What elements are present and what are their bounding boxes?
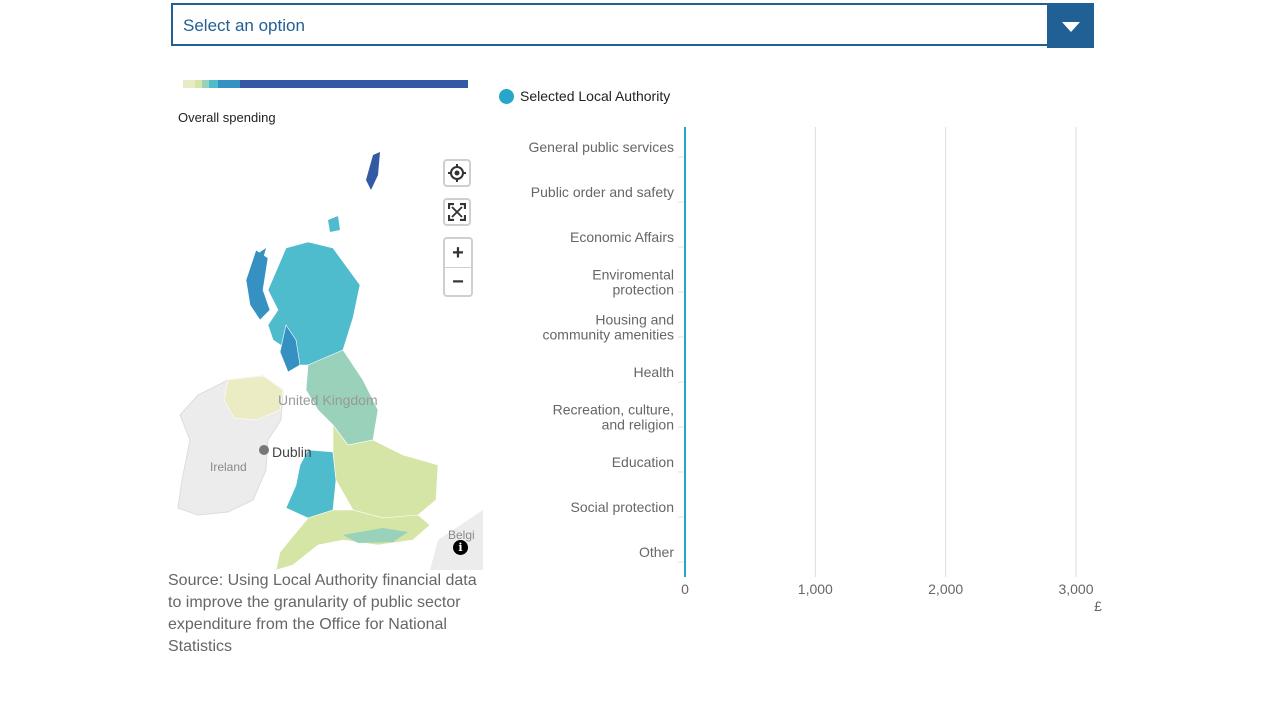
scale-swatch-5 [240, 80, 468, 88]
scotland-west [245, 249, 271, 321]
map-label-ireland: Ireland [210, 460, 247, 474]
midlands-east [332, 424, 439, 519]
fullscreen-icon[interactable] [443, 198, 471, 226]
scale-swatch-3 [209, 80, 218, 88]
outer-isles [250, 248, 266, 280]
category-label: Economic Affairs [570, 229, 674, 245]
scale-title: Overall spending [178, 110, 276, 125]
category-label: Social protection [570, 499, 674, 515]
dublin-marker [259, 445, 269, 455]
x-axis-label: £ [1094, 598, 1102, 614]
shetland [366, 152, 380, 190]
select-placeholder: Select an option [183, 16, 305, 35]
argyll [279, 324, 301, 373]
zoom-divider [445, 267, 471, 268]
zoom-control: + − [443, 237, 473, 297]
scale-swatch-4 [218, 80, 240, 88]
info-icon[interactable]: i [453, 540, 468, 555]
legend-label: Selected Local Authority [520, 88, 671, 104]
map-label-uk: United Kingdom [278, 392, 378, 408]
category-label: General public services [528, 139, 674, 155]
scale-swatch-2 [202, 80, 209, 88]
category-label: Health [634, 364, 674, 380]
locate-icon[interactable] [443, 159, 471, 187]
zoom-out-button[interactable]: − [452, 270, 464, 293]
category-label: and religion [602, 417, 674, 433]
source-note: Source: Using Local Authority financial … [168, 572, 477, 655]
x-tick-label: 2,000 [928, 581, 963, 597]
category-label: Education [612, 454, 674, 470]
scale-swatch-1 [195, 80, 202, 88]
x-tick-label: 0 [681, 581, 689, 597]
orkney [328, 216, 340, 232]
uk-map[interactable]: + − United Kingdom Dublin Ireland Belgi … [168, 140, 483, 570]
authority-select[interactable]: Select an option [171, 3, 1094, 48]
chart-legend: Selected Local Authority [499, 88, 670, 104]
northern-ireland [223, 375, 284, 421]
chevron-down-icon[interactable] [1047, 3, 1094, 48]
color-scale [183, 80, 468, 88]
category-label: Public order and safety [531, 184, 674, 200]
x-tick-label: 3,000 [1058, 581, 1093, 597]
category-label: Other [639, 544, 674, 560]
legend-swatch [499, 88, 514, 104]
category-label: Recreation, culture, [553, 402, 674, 418]
category-label: Enviromental [592, 267, 674, 283]
x-tick-label: 1,000 [798, 581, 833, 597]
category-label: protection [613, 282, 674, 298]
map-label-belgium: Belgi [448, 528, 475, 542]
zoom-in-button[interactable]: + [452, 241, 464, 264]
bar-chart: General public services Public order and … [528, 127, 1102, 614]
south-east-band [343, 528, 408, 543]
map-label-dublin: Dublin [272, 444, 312, 460]
category-label: community amenities [543, 327, 675, 343]
wales [285, 449, 337, 519]
scale-swatch-0 [183, 80, 195, 88]
category-label: Housing and [595, 312, 674, 328]
map-shapes [177, 152, 483, 570]
